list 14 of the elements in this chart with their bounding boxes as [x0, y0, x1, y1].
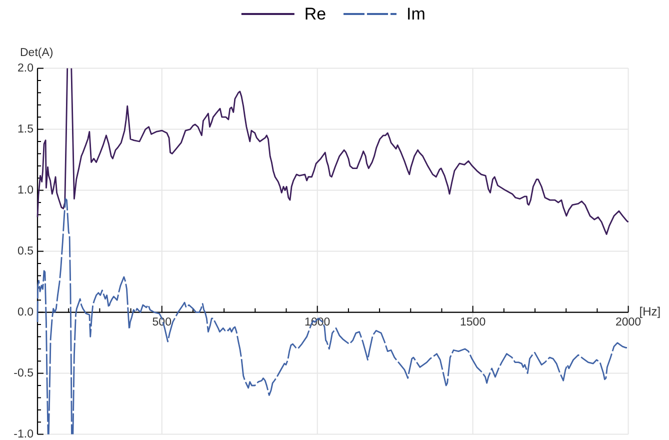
y-tick-label: 2.0 [18, 62, 34, 74]
x-tick-label: 2000 [616, 316, 642, 328]
y-tick-label: 0.5 [18, 245, 34, 258]
y-tick-label: 1.5 [18, 123, 34, 136]
y-tick-label: 1.0 [18, 184, 34, 196]
y-tick-label: -1.0 [14, 428, 34, 440]
x-tick-label: 1500 [460, 316, 486, 328]
y-axis-title: Det(A) [20, 47, 54, 59]
y-tick-label: -0.5 [14, 367, 34, 380]
legend-label: Re [304, 4, 326, 24]
x-tick-label: 500 [152, 316, 172, 328]
x-axis-title: [Hz] [639, 304, 661, 318]
y-tick-label: 0.0 [18, 306, 34, 318]
legend-label: Im [406, 4, 426, 24]
